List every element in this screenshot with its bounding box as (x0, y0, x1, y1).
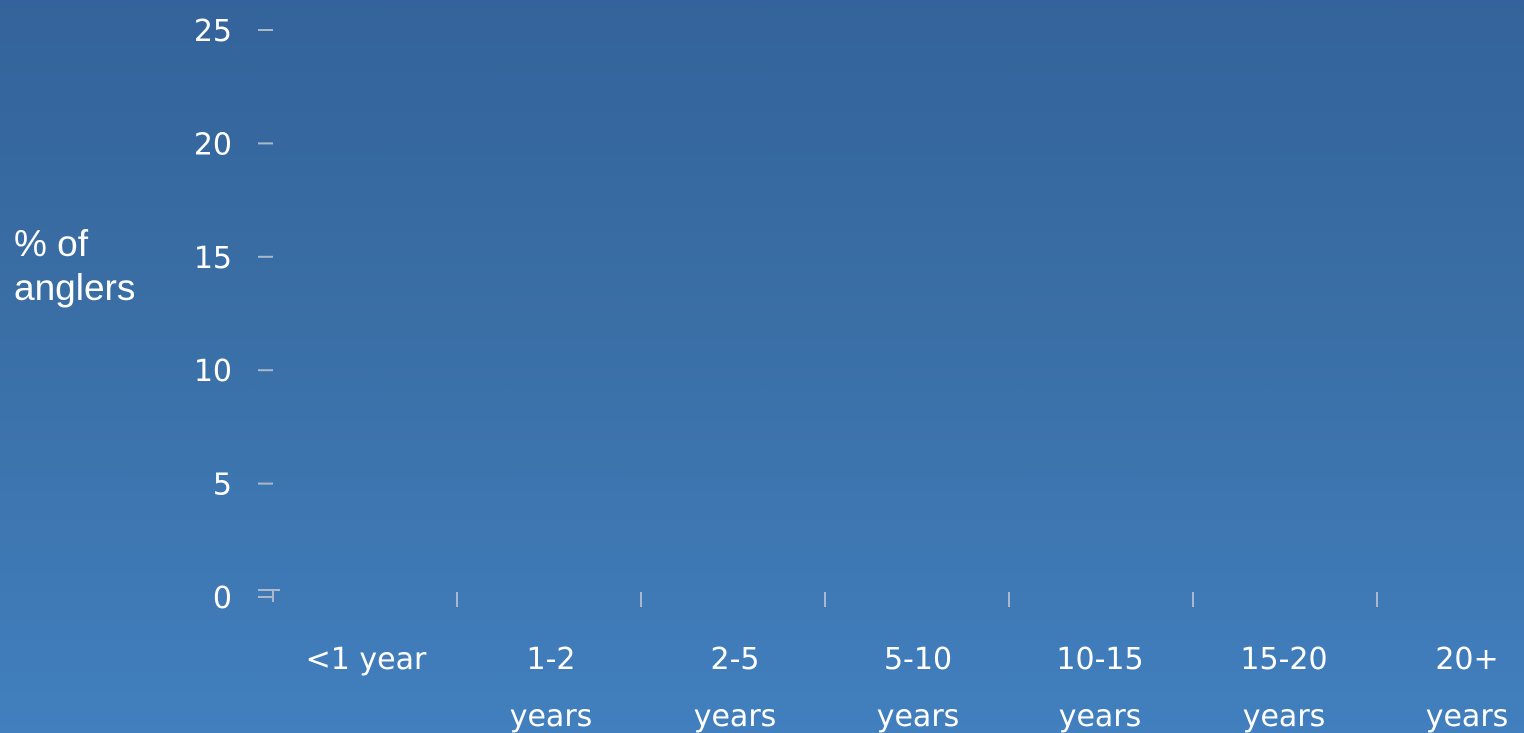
x-category-label-line: 5-10 (884, 642, 952, 677)
x-category-label-line: 15-20 (1240, 642, 1327, 677)
x-axis: <1 year 1-2 years 2-5 years 5-10 years 10-15 yea… (258, 589, 1509, 733)
y-tick-label: 20 (194, 127, 232, 162)
x-category-label: <1 year (306, 642, 427, 677)
x-category-label-line: 2-5 (711, 642, 760, 677)
x-category-label-line: years (877, 699, 960, 733)
x-category-label-line: years (1426, 699, 1509, 733)
y-tick-label: 0 (213, 581, 232, 616)
x-category-label-line: years (1243, 699, 1326, 733)
x-category-label-line: years (510, 699, 593, 733)
y-tick-label: 25 (194, 14, 232, 49)
x-category-label-line: 1-2 (527, 642, 576, 677)
x-category-label: 1-2 years (510, 642, 593, 733)
y-axis-title: % of anglers (14, 223, 136, 308)
x-category-label-line: 10-15 (1056, 642, 1143, 677)
x-category-label-line: <1 year (306, 642, 427, 677)
y-tick-label: 5 (213, 468, 232, 503)
y-axis: 0 5 10 15 20 25 (194, 14, 274, 616)
x-category-label: 5-10 years (877, 642, 960, 733)
x-category-label: 20+ years (1426, 642, 1509, 733)
x-category-label-line: years (694, 699, 777, 733)
x-category-label: 10-15 years (1056, 642, 1143, 733)
x-category-label-line: 20+ (1435, 642, 1498, 677)
x-category-label: 15-20 years (1240, 642, 1327, 733)
y-tick-label: 10 (194, 354, 232, 389)
x-category-label: 2-5 years (694, 642, 777, 733)
x-category-label-line: years (1059, 699, 1142, 733)
y-tick-label: 15 (194, 241, 232, 276)
